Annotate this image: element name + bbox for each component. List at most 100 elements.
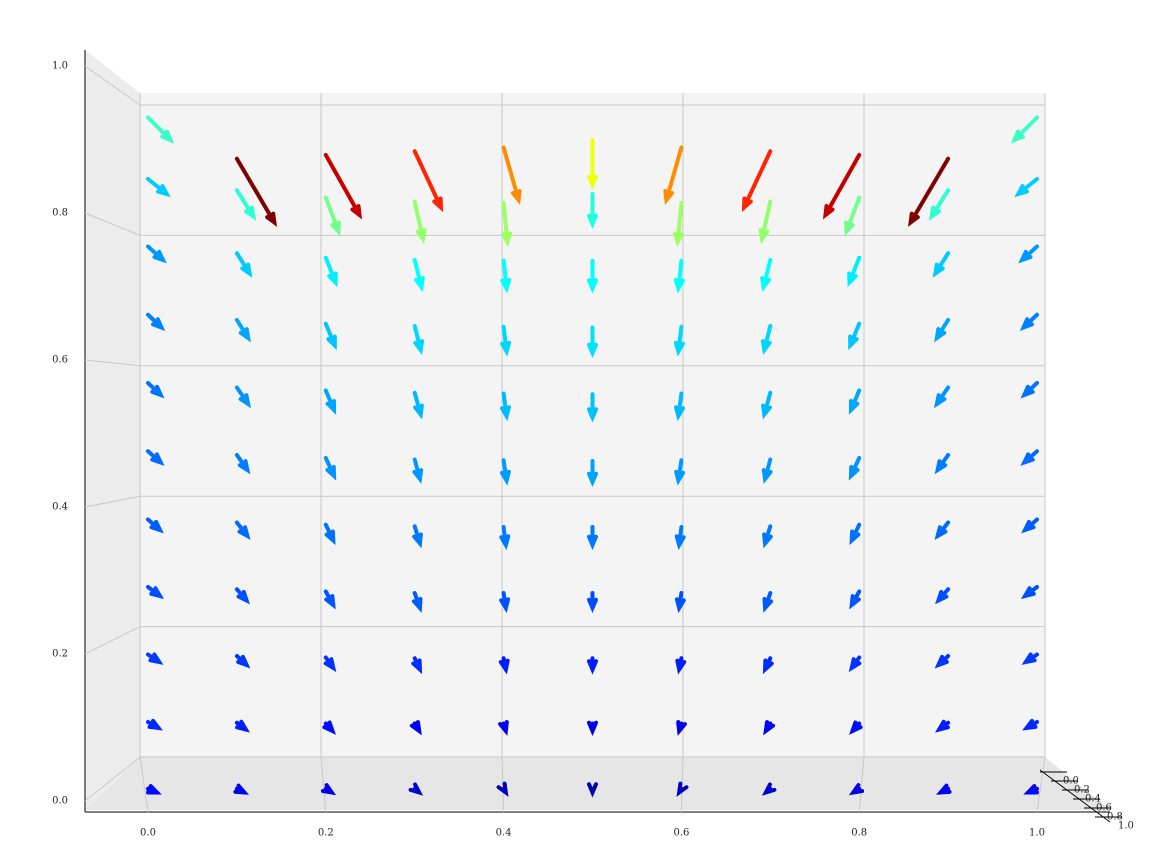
x-tick bbox=[858, 756, 865, 813]
arrow bbox=[1022, 718, 1039, 731]
arrow bbox=[586, 591, 599, 614]
arrow bbox=[500, 258, 512, 294]
arrow bbox=[233, 783, 249, 795]
arrow bbox=[762, 656, 774, 675]
arrow bbox=[934, 453, 951, 475]
arrow bbox=[849, 720, 863, 735]
arrow bbox=[934, 587, 951, 605]
arrow bbox=[146, 784, 162, 795]
arrow bbox=[234, 654, 251, 669]
arrow bbox=[848, 388, 862, 415]
arrow bbox=[146, 585, 165, 600]
arrow bbox=[412, 199, 427, 245]
x-tick bbox=[1036, 756, 1046, 813]
z-tick bbox=[84, 212, 141, 236]
arrow bbox=[323, 153, 363, 220]
arrow bbox=[411, 656, 423, 675]
arrow bbox=[1020, 381, 1039, 399]
arrow bbox=[928, 188, 951, 221]
arrow bbox=[848, 655, 862, 673]
arrow bbox=[762, 524, 773, 549]
arrow bbox=[322, 720, 336, 735]
arrow bbox=[499, 591, 511, 614]
back-pane bbox=[140, 93, 1045, 757]
arrow bbox=[674, 391, 685, 422]
arrow bbox=[499, 525, 511, 551]
arrow bbox=[501, 145, 522, 205]
arrow bbox=[412, 390, 424, 420]
arrow bbox=[323, 589, 336, 610]
arrow bbox=[758, 199, 773, 245]
arrow bbox=[761, 782, 777, 796]
arrow bbox=[1019, 312, 1039, 332]
arrow bbox=[323, 195, 341, 237]
arrow bbox=[234, 251, 253, 278]
arrow bbox=[586, 392, 599, 423]
arrow bbox=[847, 255, 862, 288]
arrow bbox=[676, 781, 689, 797]
z-tick-label: 0.6 bbox=[52, 355, 68, 366]
arrow bbox=[586, 720, 599, 737]
arrow bbox=[1018, 244, 1039, 264]
arrow bbox=[323, 522, 336, 546]
arrow bbox=[323, 321, 337, 351]
arrow bbox=[496, 781, 509, 797]
x-tick bbox=[320, 756, 327, 813]
arrow bbox=[934, 654, 951, 669]
arrow bbox=[586, 459, 599, 488]
arrow bbox=[323, 388, 337, 415]
arrow bbox=[934, 318, 951, 343]
arrow bbox=[412, 324, 425, 355]
arrow bbox=[146, 177, 171, 198]
arrow bbox=[146, 381, 165, 399]
arrow bbox=[849, 522, 862, 546]
arrow bbox=[760, 258, 773, 292]
arrow bbox=[761, 457, 773, 484]
arrow bbox=[848, 456, 862, 481]
arrow bbox=[849, 589, 862, 610]
arrow bbox=[762, 591, 774, 613]
arrow bbox=[676, 720, 687, 736]
arrow bbox=[320, 783, 337, 796]
z-tick-label: 0.0 bbox=[52, 796, 68, 807]
z-tick-label: 0.4 bbox=[52, 502, 68, 513]
arrow bbox=[146, 244, 167, 264]
left-pane bbox=[85, 50, 140, 810]
z-tick-label: 0.8 bbox=[52, 208, 68, 219]
arrow bbox=[932, 251, 951, 278]
arrow bbox=[411, 591, 423, 613]
arrow bbox=[500, 324, 512, 357]
arrow bbox=[234, 318, 251, 343]
x-tick-label: 1.0 bbox=[1029, 828, 1045, 839]
arrow bbox=[234, 188, 257, 221]
arrow bbox=[586, 525, 599, 551]
arrow bbox=[675, 656, 687, 675]
arrow bbox=[1020, 449, 1039, 466]
arrow bbox=[323, 655, 337, 673]
arrow bbox=[234, 587, 251, 605]
arrow bbox=[409, 720, 422, 736]
arrow bbox=[907, 156, 951, 227]
arrow bbox=[1014, 177, 1039, 198]
x-tick-label: 0.6 bbox=[673, 828, 689, 839]
z-tick-label: 1.0 bbox=[52, 61, 68, 72]
arrow bbox=[1023, 784, 1039, 795]
z-tick bbox=[84, 65, 141, 106]
z-tick-label: 0.2 bbox=[52, 649, 68, 660]
arrow bbox=[934, 719, 951, 733]
z-tick bbox=[84, 359, 141, 367]
arrow bbox=[146, 312, 166, 332]
arrow bbox=[1020, 585, 1039, 600]
arrow bbox=[146, 449, 165, 466]
arrow bbox=[412, 457, 424, 484]
arrow bbox=[412, 258, 425, 292]
arrow bbox=[146, 652, 164, 665]
arrow bbox=[586, 192, 599, 230]
arrow bbox=[498, 720, 509, 736]
arrow bbox=[1021, 652, 1039, 665]
arrow bbox=[761, 390, 773, 420]
arrow bbox=[586, 656, 599, 675]
x-tick-label: 0.0 bbox=[140, 828, 156, 839]
arrow bbox=[586, 258, 599, 294]
arrow bbox=[586, 138, 599, 191]
